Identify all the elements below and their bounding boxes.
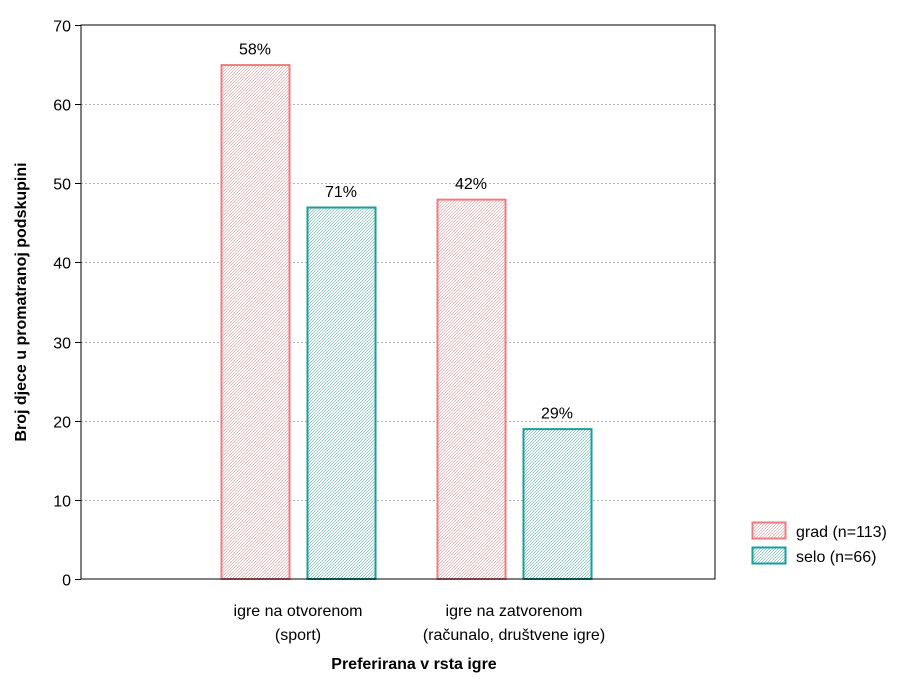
- bar-selo: [306, 206, 377, 580]
- y-tick-label: 10: [53, 494, 71, 511]
- y-tick-label: 60: [53, 98, 71, 115]
- y-axis-title: Broj djece u promatranoj podskupini: [13, 162, 30, 441]
- bar-grad: [436, 198, 507, 580]
- bar-grad: [220, 64, 291, 581]
- data-label: 29%: [541, 406, 573, 423]
- y-tick-label: 50: [53, 177, 71, 194]
- bar-selo: [522, 428, 593, 580]
- data-label: 42%: [455, 176, 487, 193]
- y-tick-label: 30: [53, 336, 71, 353]
- gridlines: [81, 104, 715, 501]
- x-tick-label: igre na zatvorenom: [446, 603, 583, 620]
- legend: grad (n=113) selo (n=66): [751, 521, 887, 566]
- data-label: 71%: [325, 184, 357, 201]
- y-axis: 0 10 20 30 40 50 60 70: [53, 19, 81, 590]
- data-labels: 58% 71% 42% 29%: [239, 42, 573, 423]
- y-tick-label: 70: [53, 19, 71, 36]
- x-axis-title: Preferirana v rsta igre: [331, 656, 497, 673]
- y-tick-label: 0: [62, 573, 71, 590]
- x-tick-label: (sport): [275, 627, 321, 644]
- legend-label: grad (n=113): [796, 524, 887, 541]
- x-axis: igre na otvorenom (sport) igre na zatvoren…: [234, 603, 606, 644]
- y-tick-label: 40: [53, 256, 71, 273]
- bars: [220, 64, 593, 581]
- legend-label: selo (n=66): [796, 549, 877, 566]
- x-tick-label: igre na otvorenom: [234, 603, 363, 620]
- plot-frame: [80, 24, 716, 580]
- data-label: 58%: [239, 42, 271, 59]
- legend-swatch: [751, 521, 787, 540]
- y-tick-label: 20: [53, 415, 71, 432]
- legend-swatch: [751, 546, 787, 565]
- x-tick-label: (računalo, društvene igre): [423, 627, 605, 644]
